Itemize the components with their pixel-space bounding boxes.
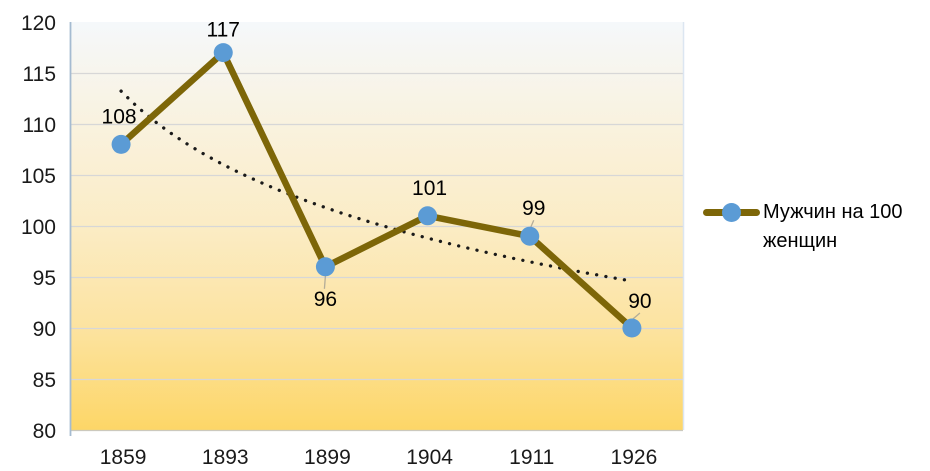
trendline-dotted: [119, 89, 634, 283]
x-axis-category-label: 1904: [406, 446, 453, 469]
series-line: [117, 49, 636, 332]
data-label: 108: [102, 105, 137, 128]
data-label: 90: [628, 290, 651, 313]
x-axis-category-label: 1926: [611, 446, 658, 469]
x-axis-category-label: 1859: [100, 446, 147, 469]
x-axis-category-label: 1911: [509, 446, 554, 469]
data-point-marker: [622, 318, 642, 338]
data-label-leader-line: [632, 312, 641, 320]
y-axis-tick-label: 115: [23, 63, 56, 86]
data-point-marker: [213, 43, 233, 63]
y-axis-tick-label: 95: [33, 267, 56, 290]
y-axis-tick-label: 100: [21, 216, 56, 239]
y-axis-tick-label: 110: [23, 114, 56, 137]
data-label: 117: [207, 19, 240, 42]
data-label-leader-line: [323, 275, 327, 289]
data-point-marker: [315, 257, 335, 277]
legend-marker-icon: [722, 203, 741, 222]
legend-label: Мужчин на 100 женщин: [763, 201, 903, 252]
data-point-marker: [520, 226, 540, 246]
x-axis-category-label: 1899: [304, 446, 351, 469]
legend: Мужчин на 100 женщин: [703, 198, 911, 256]
y-axis-tick-label: 105: [21, 165, 56, 188]
data-point-marker: [418, 206, 438, 226]
data-label: 101: [412, 177, 447, 200]
y-axis-tick-label: 85: [33, 369, 56, 392]
y-axis-tick-label: 80: [33, 420, 56, 443]
data-point-marker: [111, 134, 131, 154]
data-label-leader-line: [530, 219, 535, 228]
data-label: 96: [314, 288, 337, 311]
y-axis-tick-label: 90: [33, 318, 56, 341]
x-axis-category-label: 1893: [202, 446, 249, 469]
legend-line-marker-sample: [703, 198, 760, 227]
data-label: 99: [522, 197, 545, 220]
y-axis-tick-label: 120: [21, 12, 56, 35]
